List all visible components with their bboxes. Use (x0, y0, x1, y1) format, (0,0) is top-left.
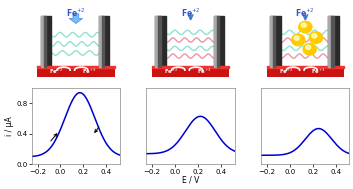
Circle shape (301, 23, 306, 27)
Bar (152, 66, 229, 77)
Text: Fe$^{+2}$: Fe$^{+2}$ (49, 67, 64, 76)
Circle shape (292, 34, 305, 46)
Text: Fe$^{+2}$: Fe$^{+2}$ (279, 67, 293, 76)
Bar (328, 16, 339, 67)
Bar (267, 66, 344, 68)
Bar (273, 16, 275, 67)
Bar (37, 66, 115, 68)
Bar (270, 16, 273, 67)
Bar (41, 16, 44, 67)
Text: Fe$^{+2}$: Fe$^{+2}$ (66, 6, 86, 19)
Bar (331, 16, 334, 67)
Text: Fe$^{+2}$: Fe$^{+2}$ (164, 67, 178, 76)
Bar (102, 16, 104, 67)
Y-axis label: i / μA: i / μA (5, 116, 13, 136)
Bar (214, 16, 217, 67)
Bar (267, 66, 344, 77)
Circle shape (294, 36, 299, 40)
Text: Fe$^{+2}$: Fe$^{+2}$ (295, 6, 315, 19)
Bar (155, 16, 166, 67)
Text: Fe$^{+3}$: Fe$^{+3}$ (82, 67, 96, 76)
Bar (158, 16, 161, 67)
Text: Fe$^{+2}$: Fe$^{+2}$ (181, 6, 201, 19)
Text: Fe$^{+3}$: Fe$^{+3}$ (311, 67, 326, 76)
Bar (41, 16, 51, 67)
Text: Fe$^{+3}$: Fe$^{+3}$ (197, 67, 211, 76)
Circle shape (312, 34, 317, 38)
Bar (214, 16, 224, 67)
Bar (270, 16, 281, 67)
Circle shape (309, 32, 323, 43)
Bar (328, 16, 331, 67)
Bar (44, 16, 46, 67)
Circle shape (303, 43, 316, 55)
Bar (217, 16, 219, 67)
Circle shape (299, 21, 312, 33)
X-axis label: E / V: E / V (182, 176, 199, 185)
Bar (99, 16, 102, 67)
Bar (99, 16, 109, 67)
Circle shape (306, 45, 311, 50)
Bar (152, 66, 229, 68)
Bar (155, 16, 158, 67)
Bar (37, 66, 115, 77)
